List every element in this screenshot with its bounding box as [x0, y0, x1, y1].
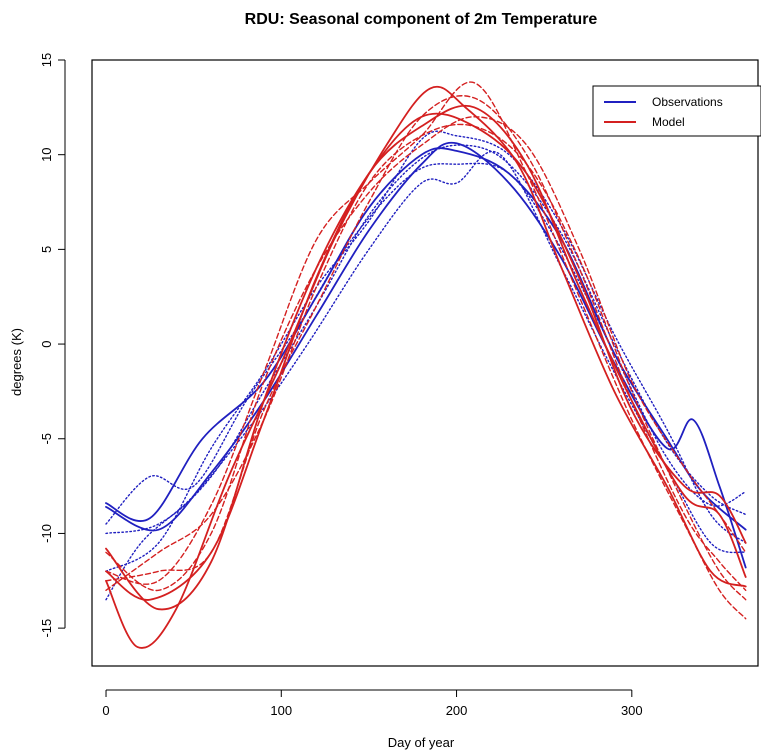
legend-label-observations: Observations: [652, 95, 723, 109]
y-tick-label: -10: [39, 524, 54, 543]
y-tick-label: 10: [39, 147, 54, 161]
y-tick-label: 15: [39, 53, 54, 67]
series-line-model-8: [106, 106, 746, 600]
series-line-observations-6: [106, 145, 746, 533]
legend: Observations Model: [593, 86, 761, 136]
series-line-observations-2: [106, 148, 746, 530]
series-line-model-13: [106, 124, 746, 599]
legend-label-model: Model: [652, 115, 685, 129]
axes-layer: 0 100 200 300 -15 -10 -5 0 5 10 15: [39, 53, 643, 718]
series-line-observations-4: [106, 131, 746, 571]
y-axis-label: degrees (K): [9, 328, 24, 396]
y-tick-label: -5: [39, 433, 54, 445]
y-tick-label: 0: [39, 340, 54, 347]
x-tick-label: 200: [446, 703, 468, 718]
series-line-observations-5: [106, 152, 746, 600]
chart-title: RDU: Seasonal component of 2m Temperatur…: [245, 11, 598, 28]
series-line-model-9: [106, 114, 746, 610]
series-line-model-10: [106, 82, 746, 619]
x-tick-label: 300: [621, 703, 643, 718]
series-line-model-11: [106, 117, 746, 591]
x-tick-label: 0: [102, 703, 109, 718]
x-axis-label: Day of year: [388, 735, 455, 750]
series-line-observations-3: [106, 163, 746, 524]
y-tick-label: -15: [39, 619, 54, 638]
y-tick-label: 5: [39, 246, 54, 253]
series-line-model-12: [106, 96, 746, 591]
series-line-observations-1: [106, 143, 746, 568]
series-layer: [106, 82, 746, 648]
x-tick-label: 100: [270, 703, 292, 718]
